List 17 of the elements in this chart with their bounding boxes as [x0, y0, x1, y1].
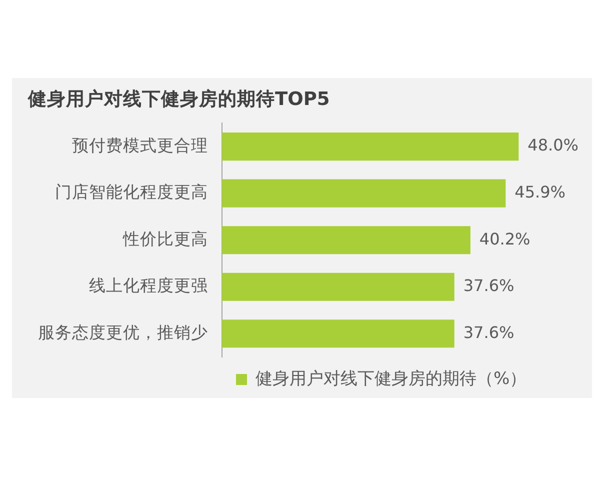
bar: [222, 179, 506, 208]
bar: [222, 226, 470, 254]
y-tick-label: 门店智能化程度更高: [55, 182, 208, 202]
data-label: 45.9%: [514, 182, 566, 202]
chart-title: 健身用户对线下健身房的期待TOP5: [27, 88, 330, 110]
y-tick-label: 性价比更高: [122, 229, 208, 248]
data-label: 37.6%: [463, 322, 514, 342]
bar: [222, 272, 454, 301]
y-tick-label: 线上化程度更强: [89, 276, 208, 296]
bar: [222, 132, 519, 161]
y-tick-label: 预付费模式更合理: [72, 136, 208, 155]
data-label: 48.0%: [528, 136, 578, 155]
data-label: 40.2%: [479, 229, 530, 248]
legend-label: 健身用户对线下健身房的期待（%）: [256, 368, 527, 389]
y-tick-label: 服务态度更优，推销少: [38, 322, 208, 342]
bar: [222, 320, 454, 348]
data-label: 37.6%: [463, 276, 514, 296]
